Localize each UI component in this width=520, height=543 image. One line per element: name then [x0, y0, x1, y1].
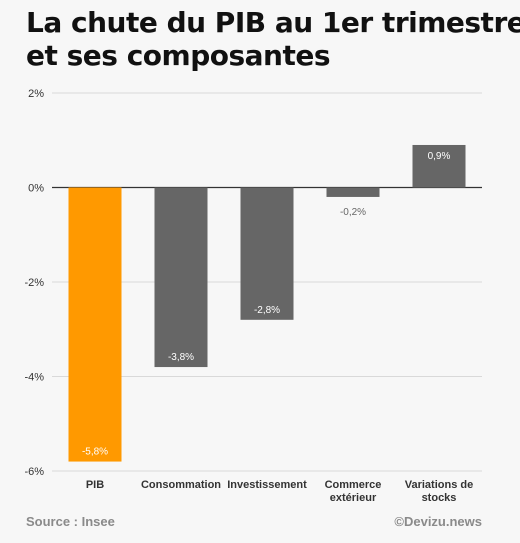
- bar: [154, 187, 208, 368]
- title-line-2: et ses composantes: [26, 39, 331, 72]
- x-tick-label: stocks: [422, 492, 457, 504]
- bar: [326, 187, 380, 197]
- title-line-1: La chute du PIB au 1er trimestre: [26, 6, 520, 39]
- chart-title: La chute du PIB au 1er trimestre et ses …: [26, 6, 520, 72]
- data-label: -3,8%: [168, 352, 194, 363]
- y-tick-label: -6%: [24, 466, 44, 478]
- x-tick-label: Commerce: [325, 479, 382, 491]
- data-label: -0,2%: [340, 207, 366, 218]
- data-label: -2,8%: [254, 305, 280, 316]
- y-tick-label: -2%: [24, 277, 44, 289]
- source-note: Source : Insee: [26, 514, 115, 529]
- bar: [412, 144, 466, 188]
- y-tick-label: 2%: [28, 88, 44, 100]
- bar: [240, 187, 294, 320]
- data-label: 0,9%: [428, 151, 451, 162]
- x-tick-label: Variations de: [405, 479, 473, 491]
- x-tick-label: Investissement: [227, 479, 307, 491]
- bar: [68, 187, 122, 462]
- y-tick-label: 0%: [28, 183, 44, 195]
- credit-note: ©Devizu.news: [394, 514, 482, 529]
- x-tick-label: PIB: [86, 479, 104, 491]
- x-tick-label: Consommation: [141, 479, 221, 491]
- data-label: -5,8%: [82, 447, 108, 458]
- x-tick-label: extérieur: [330, 492, 377, 504]
- y-tick-label: -4%: [24, 372, 44, 384]
